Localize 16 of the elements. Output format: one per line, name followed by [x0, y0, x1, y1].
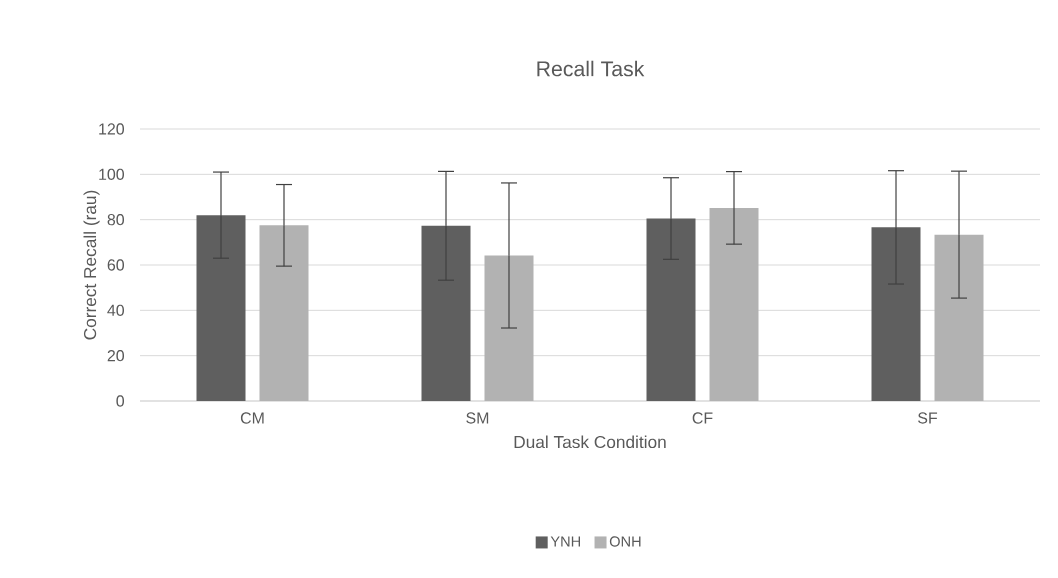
- legend-label: ONH: [609, 536, 641, 547]
- y-tick-label: 0: [116, 395, 125, 407]
- y-tick-label: 40: [107, 304, 125, 316]
- y-tick-label: 120: [99, 123, 125, 135]
- x-tick-label: SF: [918, 412, 938, 424]
- x-tick-label: CM: [240, 412, 264, 424]
- y-axis-title: Correct Recall (rau): [83, 190, 100, 340]
- x-axis-title: Dual Task Condition: [514, 435, 666, 449]
- x-tick-label: CF: [692, 412, 713, 424]
- y-tick-label: 80: [107, 214, 125, 226]
- chart-title: Recall Task: [537, 60, 645, 77]
- y-tick-label: 100: [99, 168, 125, 180]
- legend-label: YNH: [550, 536, 580, 547]
- y-tick-label: 60: [107, 259, 125, 271]
- y-tick-label: 20: [107, 350, 125, 362]
- x-tick-label: SM: [466, 412, 489, 424]
